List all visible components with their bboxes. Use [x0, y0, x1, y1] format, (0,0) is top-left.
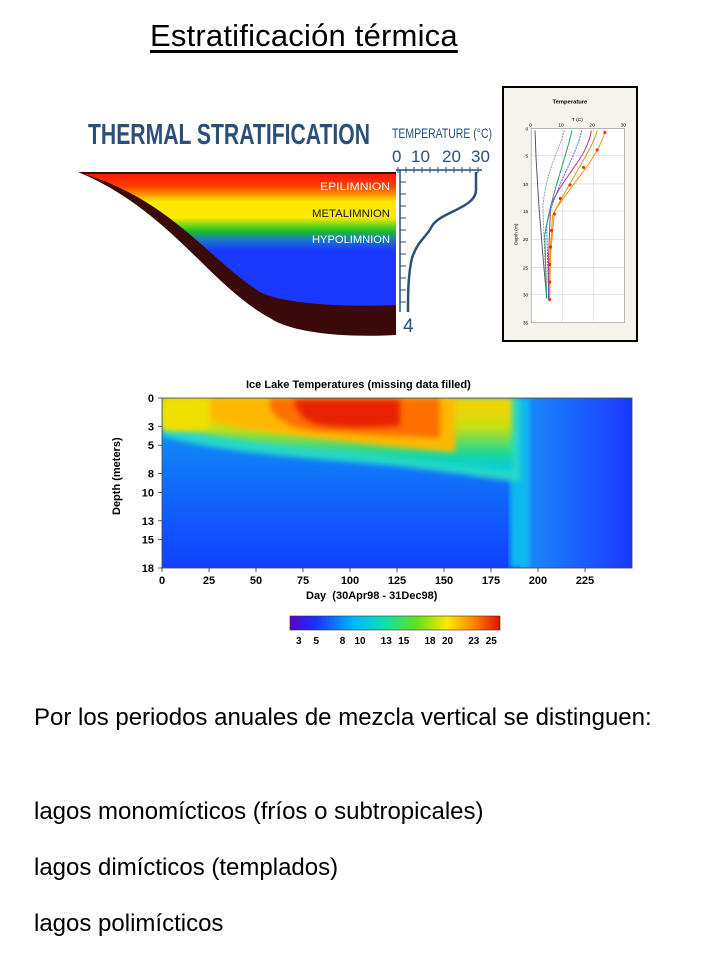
profile-y-tick: 5: [526, 154, 529, 160]
heatmap-y-tick-label: 18: [142, 563, 154, 575]
heatmap-x-label: Day (30Apr98 - 31Dec98): [306, 590, 438, 602]
colorbar-tick-label: 3: [296, 636, 302, 647]
profile-y-tick: 30: [523, 293, 529, 299]
layer-epilimnion: EPILIMNION: [320, 181, 390, 193]
heatmap-x-tick-label: 200: [529, 575, 547, 587]
profile-x-label: T (C): [572, 117, 583, 123]
heatmap-x-tick-label: 0: [159, 575, 165, 587]
stratification-heading: THERMAL STRATIFICATION: [88, 119, 370, 151]
heatmap-x-tick-label: 25: [203, 575, 215, 587]
heatmap-x-tick-label: 175: [482, 575, 500, 587]
heatmap-y-label: Depth (meters): [111, 437, 123, 515]
heatmap-x-tick-label: 75: [297, 575, 309, 587]
profile-markers: [548, 130, 607, 301]
colorbar-tick-label: 23: [468, 636, 480, 647]
heatmap-y-tick-label: 15: [142, 535, 154, 547]
colorbar-tick-label: 15: [398, 636, 410, 647]
colorbar-tick-label: 8: [340, 636, 346, 647]
colorbar-tick-label: 5: [313, 636, 319, 647]
thermal-stratification-figure: THERMAL STRATIFICATION TEMPERATURE (°C) …: [78, 119, 492, 337]
profile-y-tick: 10: [523, 182, 529, 188]
heatmap-cells: [162, 398, 632, 568]
profile-x-tick: 10: [558, 123, 564, 129]
profile-x-tick: 30: [620, 123, 626, 129]
text-mixing-intro: Por los periodos anuales de mezcla verti…: [34, 704, 652, 731]
heatmap-y-tick-label: 5: [148, 440, 154, 452]
temperature-label: TEMPERATURE (°C): [392, 125, 492, 141]
ice-lake-heatmap: Ice Lake Temperatures (missing data fill…: [111, 379, 633, 647]
profile-y-tick: 20: [523, 237, 529, 243]
profile-title: Temperature: [553, 99, 589, 105]
heatmap-x-tick-label: 50: [250, 575, 262, 587]
heatmap-y-tick-label: 13: [142, 516, 154, 528]
colorbar-tick-label: 13: [381, 636, 393, 647]
heatmap-x-tick-label: 225: [576, 575, 594, 587]
text-polymictic: lagos polimícticos: [34, 910, 224, 937]
temp-axis-ticks: [397, 167, 479, 173]
profile-x-tick: 20: [589, 123, 595, 129]
depth-axis-ticks: [400, 181, 406, 303]
profile-x-ticks: 0 10 20 30: [529, 123, 626, 129]
heatmap-x-ticks: 0 25 50 75 100 125 150 175 200 225: [159, 568, 594, 587]
colorbar-ticks: 3 5 8 10 13 15 18 20 23 25: [296, 636, 497, 647]
profile-plot-area: [530, 128, 625, 323]
layer-metalimnion: METALIMNION: [312, 208, 390, 220]
text-monomictic: lagos monomícticos (fríos o subtropicale…: [34, 798, 484, 825]
profile-y-tick: 15: [523, 209, 529, 215]
temperature-depth-profile: Temperature T (C) Depth (m) 0 10 20 30 0…: [502, 86, 638, 342]
heatmap-title: Ice Lake Temperatures (missing data fill…: [246, 379, 471, 391]
colorbar-tick-label: 18: [424, 636, 436, 647]
layer-hypolimnion: HYPOLIMNION: [312, 234, 390, 246]
colorbar-tick-label: 10: [354, 636, 366, 647]
profile-curves: [534, 130, 606, 302]
page-title: Estratificación térmica: [150, 18, 458, 53]
heatmap-y-tick-label: 8: [148, 469, 154, 481]
heatmap-y-tick-label: 3: [148, 421, 154, 433]
heatmap-y-tick-label: 10: [142, 487, 154, 499]
profile-y-ticks: 0 5 10 15 20 25 30 35: [523, 127, 529, 327]
colorbar-tick-label: 20: [442, 636, 454, 647]
lake-water-layers: [84, 174, 396, 306]
text-dimictic: lagos dimícticos (templados): [34, 854, 339, 881]
profile-y-tick: 35: [523, 321, 529, 327]
heatmap-y-tick-label: 0: [148, 393, 154, 405]
colorbar: [289, 615, 501, 631]
profile-y-tick: 0: [526, 127, 529, 133]
heatmap-x-tick-label: 100: [341, 575, 359, 587]
heatmap-x-tick-label: 125: [388, 575, 406, 587]
profile-y-label: Depth (m): [514, 223, 520, 245]
colorbar-tick-label: 25: [486, 636, 498, 647]
profile-y-tick: 25: [523, 265, 529, 271]
temp-tick-0: 0: [392, 147, 401, 166]
temp-tick-20: 20: [442, 147, 461, 166]
heatmap-x-tick-label: 150: [435, 575, 453, 587]
temp-tick-30: 30: [471, 147, 490, 166]
heatmap-y-ticks: 0 3 5 8 10 13 15 18: [142, 393, 162, 575]
profile-x-tick: 0: [529, 123, 532, 129]
profile-grid: [531, 128, 625, 323]
bottom-temp-label: 4: [403, 316, 414, 337]
temperature-profile-curve: [406, 172, 478, 313]
temp-tick-10: 10: [411, 147, 430, 166]
